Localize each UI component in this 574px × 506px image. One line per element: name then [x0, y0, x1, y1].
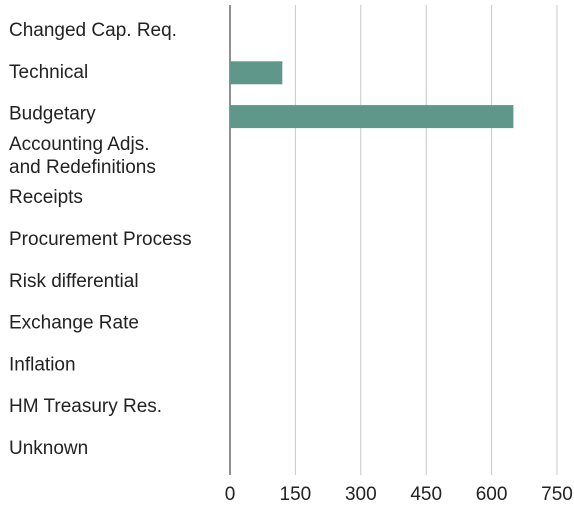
- y-tick-label: Technical: [9, 62, 88, 83]
- x-tick-label: 0: [225, 484, 236, 505]
- y-tick-label: Unknown: [9, 438, 88, 459]
- y-tick-label: Receipts: [9, 187, 83, 208]
- x-tick-label: 150: [280, 484, 312, 505]
- bar: [230, 61, 283, 85]
- x-tick-label: 750: [541, 484, 573, 505]
- bar: [230, 105, 514, 129]
- y-tick-label: HM Treasury Res.: [9, 396, 162, 417]
- x-tick-label: 450: [410, 484, 442, 505]
- x-tick-label: 600: [476, 484, 508, 505]
- y-tick-label: Accounting Adjs. and Redefinitions: [9, 134, 156, 178]
- y-tick-label: Inflation: [9, 354, 76, 375]
- y-tick-label: Exchange Rate: [9, 313, 139, 334]
- y-tick-label: Risk differential: [9, 271, 139, 292]
- y-tick-label: Procurement Process: [9, 229, 192, 250]
- x-tick-label: 300: [345, 484, 377, 505]
- y-tick-label: Budgetary: [9, 104, 96, 125]
- y-tick-label: Changed Cap. Req.: [9, 20, 177, 41]
